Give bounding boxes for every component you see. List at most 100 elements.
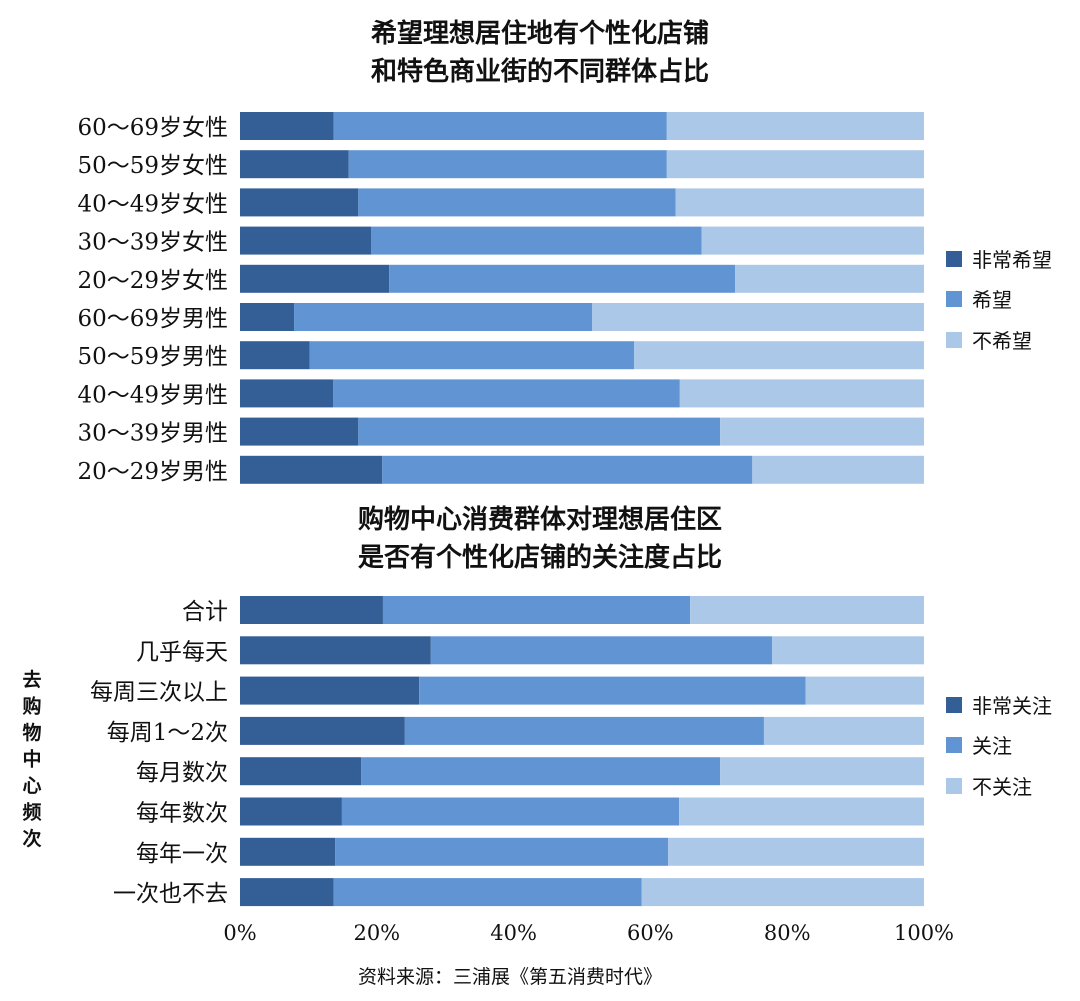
bar-segment [382,455,753,484]
bar-segment [333,878,642,907]
legend-swatch [946,251,962,267]
category-label: 30～39岁男性 [77,421,228,447]
bar-segment [240,878,334,907]
bar-segment [240,150,349,179]
bar-segment [240,757,362,786]
category-label: 每周三次以上 [90,680,228,706]
bar-segment [358,188,676,217]
chart-title: 希望理想居住地有个性化店铺 [371,18,709,49]
legend-label: 希望 [972,288,1012,312]
bar-segment [240,112,334,140]
category-label: 20～29岁男性 [77,459,228,485]
y-axis-label-char: 去 [22,668,41,691]
x-tick-label: 0% [223,921,256,945]
category-label: 60～69岁女性 [77,115,228,141]
bar-segment [294,303,593,331]
category-label: 几乎每天 [136,639,228,665]
bar-segment [335,837,669,866]
bar-segment [240,379,334,408]
legend-label: 非常关注 [972,694,1052,718]
category-label: 50～59岁女性 [77,153,228,179]
bar-segment [240,596,383,624]
bar-segment [240,636,431,665]
bar-segment [592,303,924,331]
bar-segment [348,150,667,179]
bar-segment [240,716,405,745]
bar-segment [720,417,924,446]
y-axis-label-char: 频 [22,801,41,824]
category-label: 30～39岁女性 [77,230,228,256]
bar-segment [382,596,691,624]
bar-segment [419,676,806,705]
category-label: 40～49岁女性 [77,191,228,217]
chart-title: 是否有个性化店铺的关注度占比 [358,542,722,573]
bar-segment [805,676,924,705]
bar-segment [240,188,359,217]
bar-segment [240,455,383,484]
bar-segment [333,379,680,408]
legend-label: 关注 [972,734,1012,758]
bar-segment [668,837,924,866]
legend-swatch [946,291,962,307]
bar-segment [309,341,634,370]
bar-segment [240,676,420,705]
legend-swatch [946,332,962,348]
chart-title: 购物中心消费群体对理想居住区 [358,504,722,535]
bar-segment [772,636,924,665]
bar-segment [240,264,390,293]
legend-swatch [946,697,962,713]
bar-segment [240,303,295,331]
bar-segment [679,797,924,826]
bar-segment [679,379,924,408]
bar-segment [633,341,924,370]
x-tick-label: 60% [627,921,674,945]
legend-label: 不希望 [972,329,1032,353]
x-tick-label: 40% [490,921,537,945]
bar-segment [430,636,773,665]
bar-segment [690,596,924,624]
category-label: 60～69岁男性 [77,306,228,332]
chart-title: 和特色商业街的不同群体占比 [371,56,709,87]
legend-label: 不关注 [972,775,1032,799]
category-label: 每年数次 [136,801,228,827]
category-label: 40～49岁男性 [77,382,228,408]
legend-label: 非常希望 [972,248,1052,272]
bar-segment [720,757,924,786]
bar-segment [358,417,721,446]
legend-swatch [946,778,962,794]
source-note: 资料来源：三浦展《第五消费时代》 [358,966,662,988]
x-tick-label: 80% [764,921,811,945]
category-label: 每周1～2次 [107,720,228,746]
category-label: 一次也不去 [113,881,228,907]
legend-swatch [946,737,962,753]
bar-segment [404,716,764,745]
bar-segment [240,341,310,370]
x-tick-label: 20% [353,921,400,945]
bar-segment [701,226,924,255]
bar-segment [371,226,702,255]
bar-segment [641,878,924,907]
y-axis-label-char: 中 [22,748,41,771]
category-label: 合计 [182,599,228,625]
bar-segment [389,264,736,293]
category-label: 50～59岁男性 [77,344,228,370]
x-tick-label: 100% [894,921,954,945]
bar-segment [675,188,924,217]
bar-segment [735,264,924,293]
bar-segment [361,757,721,786]
bar-segment [752,455,924,484]
bar-segment [240,797,342,826]
category-label: 每年一次 [136,841,228,867]
bar-segment [666,150,924,179]
bar-segment [333,112,667,140]
bar-segment [240,417,359,446]
y-axis-label-char: 心 [22,775,41,797]
category-label: 20～29岁女性 [77,268,228,294]
bar-segment [666,112,924,140]
category-label: 每月数次 [136,760,228,786]
y-axis-label-char: 次 [22,827,41,850]
y-axis-label-char: 购 [22,695,41,718]
bar-segment [341,797,680,826]
